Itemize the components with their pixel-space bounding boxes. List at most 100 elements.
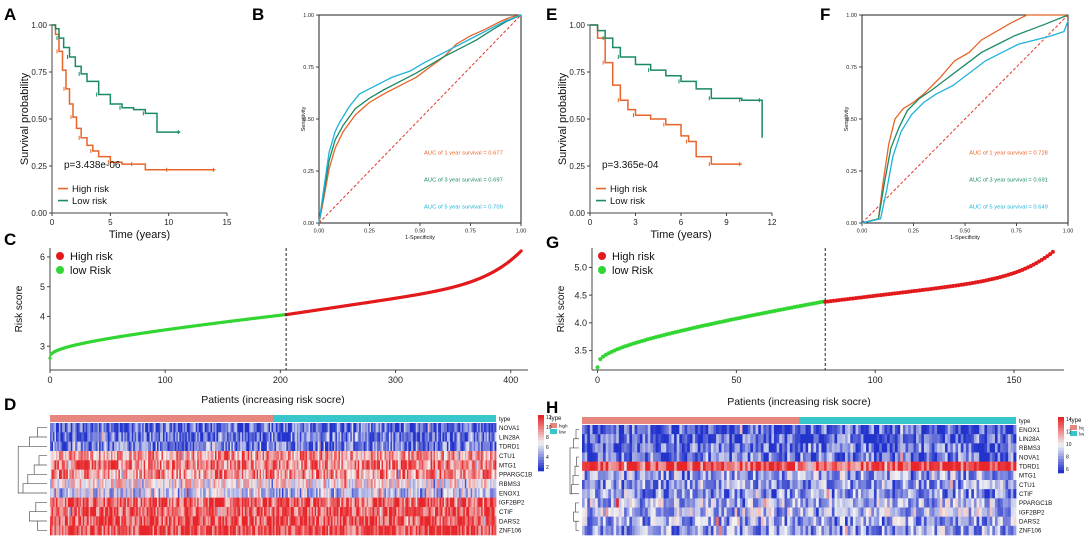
heatmap-cell xyxy=(429,488,431,498)
heatmap-cell xyxy=(329,469,332,480)
heatmap-cell xyxy=(107,451,110,461)
heatmap-cell xyxy=(866,434,870,444)
heatmap-cell xyxy=(287,423,290,433)
heatmap-cell xyxy=(356,423,359,433)
auc-annotation: AUC of 1 year survival = 0.677 xyxy=(424,150,503,156)
heatmap-cell xyxy=(314,507,317,517)
heatmap-cell xyxy=(350,441,353,452)
heatmap-cell xyxy=(414,441,417,452)
panel-label-a: A xyxy=(4,5,16,24)
heatmap-cell xyxy=(461,451,464,461)
heatmap-cell xyxy=(112,441,115,452)
heatmap-cell xyxy=(182,479,185,489)
heatmap-cell xyxy=(871,443,875,453)
heatmap-cell xyxy=(420,441,423,452)
heatmap-cell xyxy=(270,451,272,461)
heatmap-cell xyxy=(186,525,189,536)
heatmap-cell xyxy=(876,434,880,444)
heatmap-cell xyxy=(973,434,977,444)
heatmap-cell xyxy=(261,507,263,517)
heatmap-cell xyxy=(487,469,489,480)
heatmap-cell xyxy=(587,443,591,453)
heatmap-cell xyxy=(905,425,909,435)
heatmap-cell xyxy=(451,525,454,536)
heatmap-cell xyxy=(167,479,170,489)
heatmap-cell xyxy=(299,525,302,536)
heatmap-cell xyxy=(449,460,452,470)
heatmap-cell xyxy=(360,516,363,526)
heatmap-cell xyxy=(240,469,243,480)
heatmap-cell xyxy=(876,425,880,435)
heatmap-cell xyxy=(621,452,625,462)
heatmap-cell xyxy=(54,432,57,442)
roc-plot-b: 0.00 0.25 0.50 0.75 1.000.000.250.500.751.00… xyxy=(301,13,526,241)
heatmap-cell xyxy=(335,488,338,498)
heatmap-cell xyxy=(127,507,130,517)
heatmap-cell xyxy=(994,425,998,435)
heatmap-cell xyxy=(420,497,423,508)
heatmap-cell xyxy=(50,497,52,508)
heatmap-cell xyxy=(411,432,414,442)
heatmap-cell xyxy=(186,423,189,433)
heatmap-cell xyxy=(335,469,338,480)
heatmap-cell xyxy=(313,441,316,452)
heatmap-cell xyxy=(188,441,191,452)
heatmap-cell xyxy=(174,451,177,461)
heatmap-cell xyxy=(451,507,454,517)
heatmap-cell xyxy=(440,441,443,452)
heatmap-cell xyxy=(448,507,451,517)
heatmap-cell xyxy=(384,451,387,461)
heatmap-cell xyxy=(54,507,57,517)
heatmap-cell xyxy=(82,460,85,470)
heatmap-cell xyxy=(900,425,904,435)
heatmap-cell xyxy=(721,452,725,462)
heatmap-cell xyxy=(90,460,93,470)
heatmap-cell xyxy=(955,443,959,453)
panel-label-h: H xyxy=(546,398,558,417)
heatmap-cell xyxy=(439,423,442,433)
heatmap-cell xyxy=(391,432,394,442)
heatmap-cell xyxy=(222,507,225,517)
heatmap-cell xyxy=(78,525,81,536)
heatmap-cell xyxy=(203,507,206,517)
heatmap-cell xyxy=(191,441,194,452)
heatmap-cell xyxy=(130,497,133,508)
heatmap-cell xyxy=(273,488,275,498)
heatmap-cell xyxy=(697,425,701,435)
heatmap-cell xyxy=(146,469,149,480)
heatmap-cell xyxy=(710,452,714,462)
heatmap-cell xyxy=(177,451,180,461)
heatmap-cell xyxy=(427,441,430,452)
heatmap-cell xyxy=(229,497,232,508)
heatmap-cell xyxy=(256,488,259,498)
heatmap-cell xyxy=(234,469,237,480)
heatmap-cell xyxy=(237,469,240,480)
heatmap-cell xyxy=(160,441,162,452)
heatmap-cell xyxy=(375,432,378,442)
heatmap-cell xyxy=(314,451,317,461)
heatmap-cell xyxy=(354,488,357,498)
heatmap-cell xyxy=(161,479,164,489)
heatmap-cell xyxy=(319,525,321,536)
heatmap-cell xyxy=(391,488,394,498)
heatmap-cell xyxy=(72,507,75,517)
heatmap-cell xyxy=(408,507,411,517)
heatmap-cell xyxy=(484,469,486,480)
heatmap-cell xyxy=(96,423,98,433)
heatmap-cell xyxy=(409,460,412,470)
heatmap-cell xyxy=(388,460,391,470)
heatmap-cell xyxy=(485,469,488,480)
heatmap-cell xyxy=(354,525,357,536)
heatmap-cell xyxy=(354,432,357,442)
heatmap-cell xyxy=(308,460,311,470)
heatmap-cell xyxy=(102,460,104,470)
heatmap-cell xyxy=(194,497,197,508)
heatmap-cell xyxy=(73,525,76,536)
heatmap-cell xyxy=(400,432,403,442)
heatmap-cell xyxy=(317,469,320,480)
heatmap-cell xyxy=(61,432,64,442)
heatmap-cell xyxy=(110,432,113,442)
heatmap-cell xyxy=(634,425,638,435)
heatmap-cell xyxy=(78,441,81,452)
heatmap-cell xyxy=(460,516,463,526)
